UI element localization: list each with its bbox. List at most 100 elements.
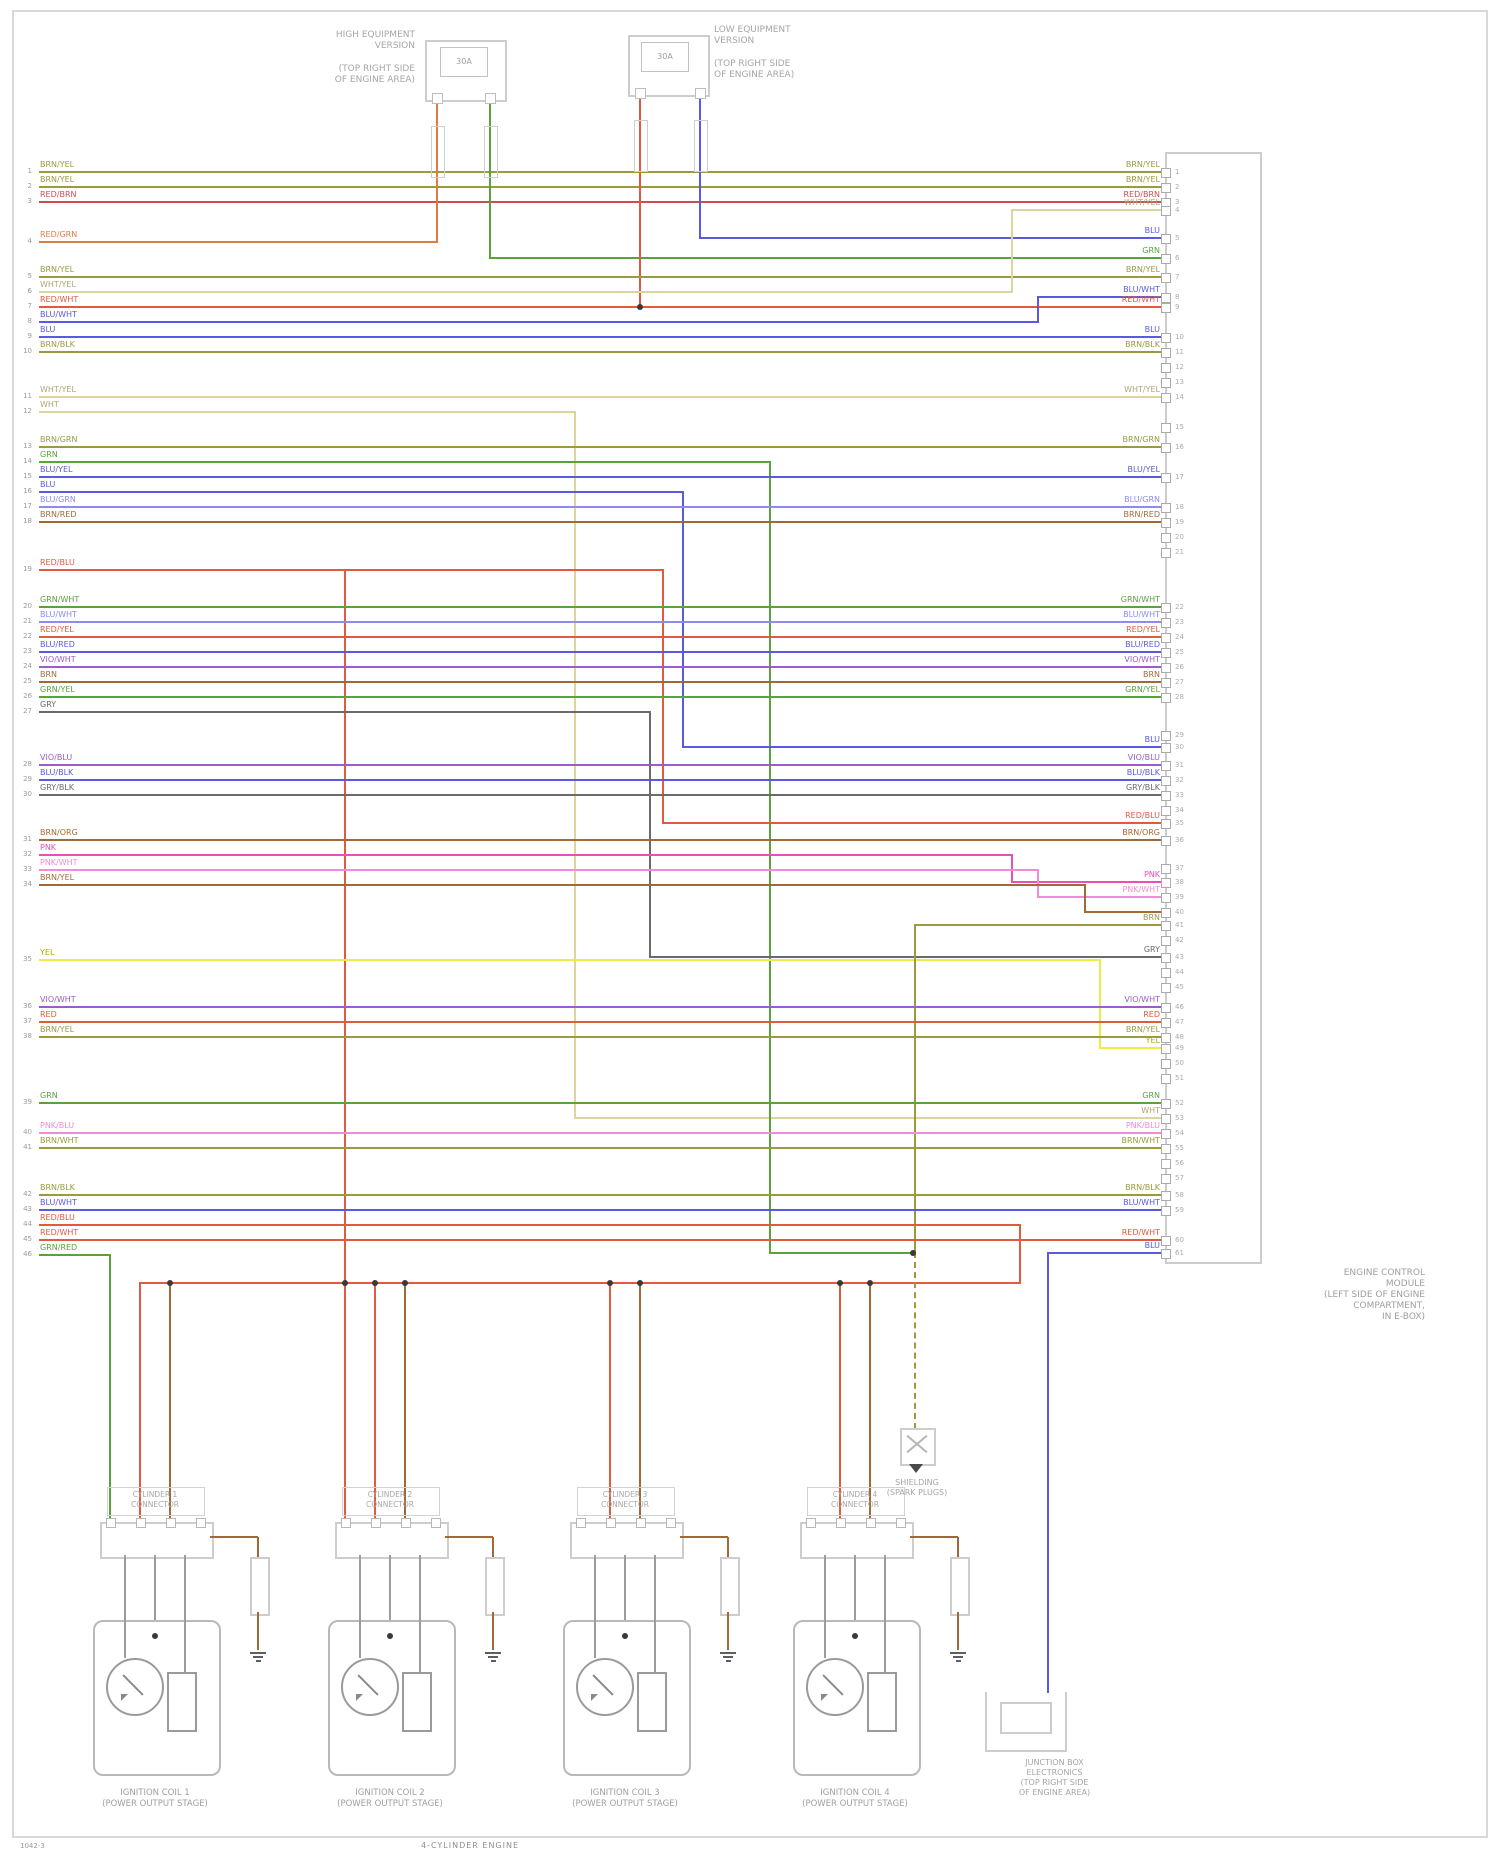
- coil-pin: [106, 1518, 116, 1528]
- wire-label-left: GRN: [40, 1091, 58, 1100]
- left-pin-number: 2: [27, 182, 32, 190]
- wire-w44: [39, 1021, 1166, 1023]
- ecm-pin-number: 45: [1175, 983, 1184, 991]
- ecm-pin-box: [1161, 864, 1171, 874]
- wire-w45: [39, 1036, 1166, 1038]
- ecm-pin-number: 54: [1175, 1129, 1184, 1137]
- left-pin-number: 10: [23, 347, 32, 355]
- wire-w33: [39, 764, 1166, 766]
- wire-w19: [682, 746, 1166, 748]
- ecm-pin-number: 41: [1175, 921, 1184, 929]
- ecm-pin-number: 46: [1175, 1003, 1184, 1011]
- ecm-pin-number: 31: [1175, 761, 1184, 769]
- wire-coil-satellite: [445, 1536, 493, 1538]
- wire-w52: [39, 1239, 1166, 1241]
- left-pin-number: 23: [23, 647, 32, 655]
- ecm-block: [1165, 152, 1262, 1264]
- wire-w47: [39, 1132, 1166, 1134]
- ecm-pin-number: 38: [1175, 878, 1184, 886]
- wire-w31: [39, 696, 1166, 698]
- wire-label-right: RED/WHT: [1121, 295, 1160, 304]
- wire-label-right: GRN/WHT: [1120, 595, 1160, 604]
- wire-label-left: BRN/ORG: [40, 828, 78, 837]
- junction-dot: [622, 1633, 628, 1639]
- wire-label-right: BRN/BLK: [1125, 1183, 1160, 1192]
- wire-w11: [1037, 296, 1166, 298]
- bracket-label: (TOP RIGHT SIDE: [1020, 1778, 1089, 1787]
- wire-w25: [39, 606, 1166, 608]
- wire-label-right: RED/WHT: [1121, 1228, 1160, 1237]
- ecm-label: COMPARTMENT,: [1353, 1301, 1425, 1311]
- ecm-pin-box: [1161, 503, 1171, 513]
- component-label: LOW EQUIPMENT: [714, 25, 791, 35]
- wire-label-left: BRN/YEL: [40, 265, 75, 274]
- wire-label-left: VIO/WHT: [40, 655, 76, 664]
- shield-box: [900, 1428, 936, 1466]
- ecm-pin-box: [1161, 293, 1171, 303]
- wire-w46: [39, 1102, 1166, 1104]
- wire-w11: [1037, 296, 1039, 323]
- coil-stub: [154, 1555, 156, 1620]
- wire-w23: [344, 569, 346, 1523]
- ecm-pin-box: [1161, 618, 1171, 628]
- wire-label-left: BLU/WHT: [40, 1198, 77, 1207]
- ecm-pin-box: [1161, 533, 1171, 543]
- coil-stub: [824, 1555, 826, 1620]
- wire-w39: [1084, 911, 1166, 913]
- ecm-pin-number: 23: [1175, 618, 1184, 626]
- ecm-pin-number: 24: [1175, 633, 1184, 641]
- ecm-pin-box: [1161, 363, 1171, 373]
- coil-pin: [666, 1518, 676, 1528]
- coil-pin: [431, 1518, 441, 1528]
- coil-connector: [335, 1522, 449, 1559]
- coil-top-label: CONNECTOR: [365, 1500, 415, 1509]
- ecm-pin-number: 35: [1175, 819, 1184, 827]
- left-pin-number: 35: [23, 955, 32, 963]
- ecm-pin-number: 44: [1175, 968, 1184, 976]
- left-pin-number: 15: [23, 472, 32, 480]
- ecm-pin-box: [1161, 953, 1171, 963]
- wire-w62: [869, 1282, 871, 1523]
- wire-w38: [39, 869, 1039, 871]
- ecm-pin-box: [1161, 1003, 1171, 1013]
- wire-w32: [649, 711, 651, 958]
- left-pin-number: 40: [23, 1128, 32, 1136]
- wire-label-left: RED/WHT: [40, 1228, 79, 1237]
- wire-w13: [39, 351, 1166, 353]
- wire-label-left: WHT: [40, 400, 59, 409]
- wire-label-left: BLU/RED: [40, 640, 75, 649]
- ecm-pin-box: [1161, 206, 1171, 216]
- junction-dot: [607, 1280, 613, 1286]
- wire-w24: [139, 1282, 1021, 1284]
- ecm-pin-box: [1161, 1059, 1171, 1069]
- igniter-rect: [637, 1672, 667, 1732]
- spark-arrowhead: [821, 1694, 828, 1701]
- wire-w05: [489, 97, 491, 259]
- bracket-inner: [1000, 1702, 1052, 1734]
- coil-top-label: CONNECTOR: [830, 1500, 880, 1509]
- left-pin-number: 5: [27, 272, 32, 280]
- wire-w43: [39, 1006, 1166, 1008]
- left-pin-number: 31: [23, 835, 32, 843]
- ecm-pin-number: 47: [1175, 1018, 1184, 1026]
- ecm-pin-box: [1161, 731, 1171, 741]
- ecm-pin-box: [1161, 693, 1171, 703]
- component-pin: [695, 88, 706, 99]
- coil-winding-circle: [806, 1658, 864, 1716]
- wire-label-right: GRY/BLK: [1125, 783, 1160, 792]
- ecm-pin-box: [1161, 878, 1171, 888]
- ecm-pin-box: [1161, 791, 1171, 801]
- left-pin-number: 34: [23, 880, 32, 888]
- junction-dot: [152, 1633, 158, 1639]
- coil-stub: [654, 1555, 656, 1620]
- left-pin-number: 45: [23, 1235, 32, 1243]
- junction-dot: [402, 1280, 408, 1286]
- ecm-pin-number: 51: [1175, 1074, 1184, 1082]
- wire-coil-satellite: [492, 1537, 494, 1557]
- wire-w37: [39, 854, 1013, 856]
- ecm-pin-number: 6: [1175, 254, 1180, 262]
- ecm-pin-box: [1161, 1074, 1171, 1084]
- coil-top-box: [342, 1487, 440, 1516]
- coil-bottom-label: (POWER OUTPUT STAGE): [572, 1799, 678, 1809]
- wire-label-right: PNK: [1143, 870, 1160, 879]
